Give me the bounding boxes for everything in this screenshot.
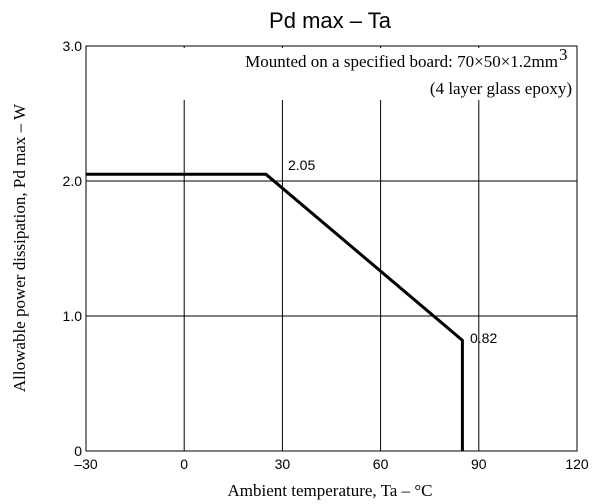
data-label-2-05: 2.05 — [288, 157, 315, 173]
x-tick-label: –30 — [74, 456, 98, 472]
x-tick-label: 120 — [565, 456, 589, 472]
y-axis-label: Allowable power dissipation, Pd max – W — [10, 103, 29, 392]
y-tick-label: 3.0 — [63, 38, 83, 54]
x-axis-ticks: –30 0 30 60 90 120 — [74, 456, 589, 472]
x-tick-label: 30 — [275, 456, 291, 472]
board-note-background — [168, 48, 573, 100]
board-note-superscript: 3 — [559, 45, 568, 64]
pd-derating-line — [86, 172, 464, 451]
y-tick-label: 1.0 — [63, 308, 83, 324]
board-note-line1: Mounted on a specified board: 70×50×1.2m… — [245, 52, 558, 71]
board-note-line2: (4 layer glass epoxy) — [430, 79, 572, 98]
x-axis-label: Ambient temperature, Ta – °C — [228, 481, 433, 500]
x-tick-label: 0 — [180, 456, 188, 472]
y-tick-label: 2.0 — [63, 173, 83, 189]
y-tick-label: 0 — [74, 443, 82, 459]
x-tick-label: 60 — [373, 456, 389, 472]
grid-lines — [86, 46, 577, 451]
y-axis-ticks: 0 1.0 2.0 3.0 — [63, 38, 83, 459]
x-tick-label: 90 — [471, 456, 487, 472]
plot-frame — [85, 45, 578, 452]
chart-title: Pd max – Ta — [269, 8, 392, 33]
data-label-0-82: 0.82 — [470, 330, 497, 346]
